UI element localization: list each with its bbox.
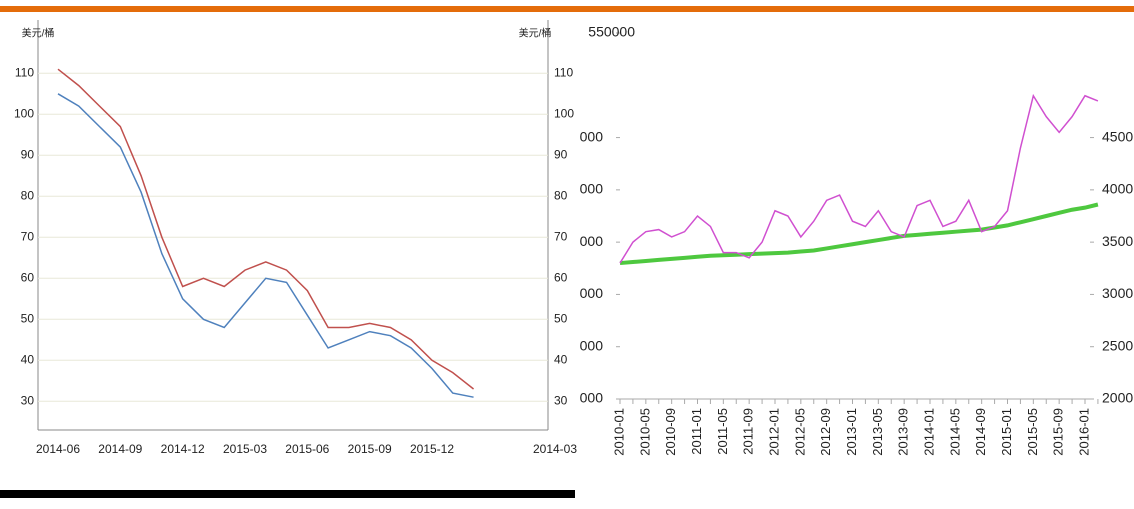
x-tick-label: 2010-09	[663, 408, 678, 456]
x-tick-label: 2012-09	[818, 408, 833, 456]
y-tick-label: 90	[21, 147, 35, 161]
top-bar	[0, 6, 1134, 12]
x-tick-label: 2013-01	[844, 408, 859, 456]
x-tick-label: 2011-09	[741, 408, 756, 455]
y-tick-label: 70	[21, 229, 35, 243]
y2-tick-label: 3000	[1102, 285, 1133, 301]
y2-tick-label: 30	[554, 393, 568, 407]
series-line	[619, 202, 1099, 266]
y-tick-label: 000	[580, 285, 604, 301]
y-tick-label: 000	[580, 233, 604, 249]
x-tick-label: 2014-01	[921, 408, 936, 456]
y2-tick-label: 4000	[1102, 181, 1133, 197]
x-tick-label: 2015-09	[1051, 408, 1066, 456]
y-tick-label: 110	[15, 65, 34, 79]
y-axis-label: 美元/桶	[22, 27, 55, 40]
y2-tick-label: 2000	[1102, 390, 1133, 406]
annotation: 2014-03	[533, 442, 577, 456]
y2-tick-label: 110	[554, 65, 573, 79]
y-tick-label: 000	[580, 337, 604, 353]
y-tick-label: 50	[21, 311, 35, 325]
x-tick-label: 2012-05	[792, 408, 807, 456]
y2-tick-label: 3500	[1102, 233, 1133, 249]
y-tick-label: 40	[21, 352, 35, 366]
y2-tick-label: 90	[554, 147, 568, 161]
x-tick-label: 2015-12	[410, 442, 454, 456]
y2-tick-label: 40	[554, 352, 568, 366]
x-tick-label: 2013-09	[896, 408, 911, 456]
x-tick-label: 2015-03	[223, 442, 267, 456]
bottom-bar	[0, 490, 575, 498]
y2-tick-label: 80	[554, 188, 568, 202]
y2-tick-label: 50	[554, 311, 568, 325]
series-line	[57, 68, 475, 390]
y-tick-label: 550000	[588, 24, 635, 40]
x-tick-label: 2015-06	[285, 442, 329, 456]
y2-tick-label: 2500	[1102, 337, 1133, 353]
x-tick-label: 2015-01	[999, 408, 1014, 456]
series-line	[57, 93, 474, 398]
y2-tick-label: 70	[554, 229, 568, 243]
x-tick-label: 2011-01	[689, 408, 704, 455]
x-tick-label: 2010-05	[637, 408, 652, 456]
x-tick-label: 2015-05	[1025, 408, 1040, 456]
y-tick-label: 000	[580, 128, 604, 144]
y-tick-label: 60	[21, 270, 35, 284]
x-tick-label: 2015-09	[348, 442, 392, 456]
series-line	[619, 93, 1099, 264]
y2-axis-label: 美元/桶	[519, 27, 552, 40]
y-tick-label: 000	[580, 390, 604, 406]
x-tick-label: 2014-06	[36, 442, 80, 456]
x-tick-label: 2010-01	[611, 408, 626, 456]
x-tick-label: 2014-09	[98, 442, 142, 456]
y-tick-label: 100	[14, 106, 34, 120]
x-tick-label: 2014-05	[947, 408, 962, 456]
y-tick-label: 80	[21, 188, 35, 202]
y2-tick-label: 100	[554, 106, 574, 120]
x-tick-label: 2013-05	[870, 408, 885, 456]
y-tick-label: 30	[21, 393, 35, 407]
x-tick-label: 2014-09	[973, 408, 988, 456]
x-tick-label: 2016-01	[1076, 408, 1091, 456]
x-tick-label: 2014-12	[161, 442, 205, 456]
y-tick-label: 000	[580, 181, 604, 197]
y2-tick-label: 60	[554, 270, 568, 284]
x-tick-label: 2012-01	[766, 408, 781, 456]
x-tick-label: 2011-05	[715, 408, 730, 455]
y2-tick-label: 4500	[1102, 128, 1133, 144]
